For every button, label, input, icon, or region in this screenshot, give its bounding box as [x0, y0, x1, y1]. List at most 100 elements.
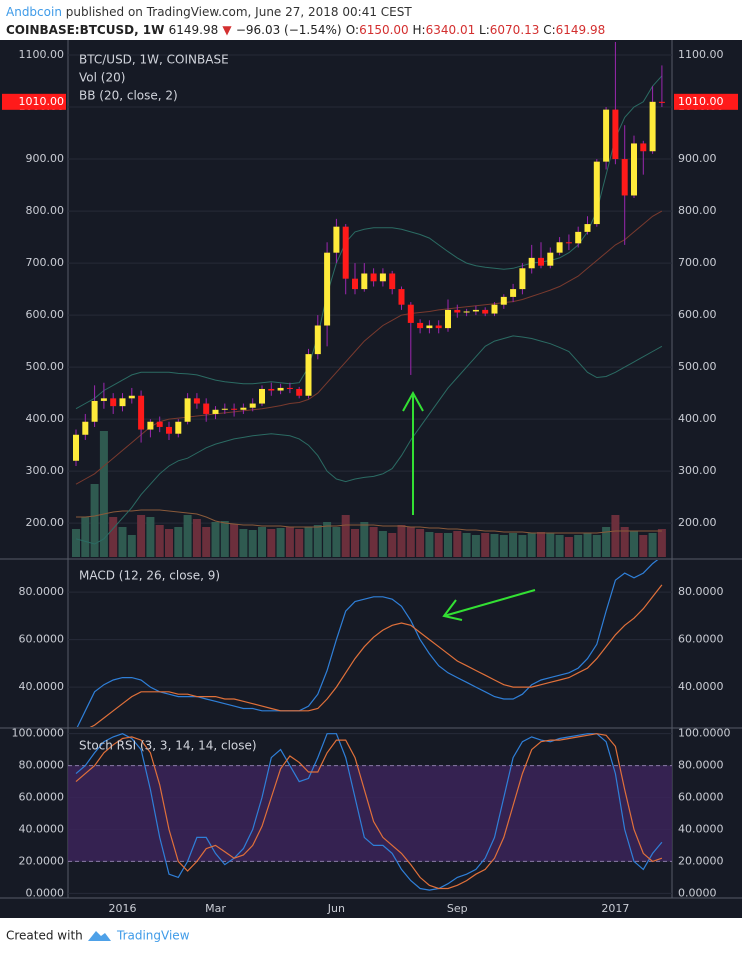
volume-bar — [378, 531, 387, 557]
y-tick-label: 40.0000 — [678, 680, 724, 693]
candle-body — [166, 426, 172, 434]
pane — [68, 560, 672, 727]
volume-bar — [313, 525, 322, 557]
footer-brand[interactable]: TradingView — [116, 929, 190, 943]
candle-body — [286, 387, 293, 389]
volume-bar — [304, 527, 313, 557]
candle-body — [119, 398, 126, 407]
volume-bar — [369, 527, 378, 557]
candle-body — [231, 408, 238, 410]
volume-bar — [574, 535, 583, 557]
price-tag-label: 1010.00 — [678, 95, 724, 108]
x-tick-label: 2017 — [601, 902, 629, 915]
bb-upper — [75, 75, 663, 410]
y-tick-label: 80.0000 — [678, 759, 724, 772]
arrow — [443, 589, 536, 617]
candle-body — [640, 143, 647, 152]
candle-body — [138, 395, 145, 430]
candle-body — [268, 388, 275, 391]
candle-body — [249, 403, 256, 408]
volume-bar — [90, 484, 99, 557]
candle-body — [305, 354, 312, 396]
y-tick-label: 40.0000 — [19, 680, 65, 693]
change-arrow: ▼ — [222, 23, 232, 37]
volume-bar — [434, 533, 443, 557]
author[interactable]: Andbcoin — [6, 5, 62, 19]
y-tick-label: 1100.00 — [19, 48, 65, 61]
volume-bar — [406, 527, 415, 557]
price-tag — [674, 93, 738, 110]
candle-body — [547, 252, 554, 266]
candle-body — [612, 109, 619, 160]
volume-bar — [444, 533, 452, 557]
y-tick-label: 200.00 — [678, 516, 717, 529]
volume-bar — [276, 528, 285, 557]
volume-bar — [72, 529, 80, 557]
y-tick-label: 900.00 — [26, 152, 65, 165]
symbol: COINBASE:BTCUSD, 1W — [6, 23, 164, 37]
volume-bar — [332, 527, 341, 557]
y-tick-label: 60.0000 — [19, 791, 65, 804]
x-tick-label: 2016 — [109, 902, 137, 915]
volume-bar — [267, 529, 276, 557]
series-line — [89, 584, 663, 727]
y-tick-label: 300.00 — [678, 464, 717, 477]
volume-bar — [462, 533, 471, 557]
volume-bar — [425, 532, 434, 557]
y-tick-label: 0.0000 — [26, 886, 65, 899]
symbol-line: COINBASE:BTCUSD, 1W 6149.98 ▼ −96.03 (−1… — [6, 23, 605, 37]
candle-body — [472, 309, 479, 312]
y-tick-label: 0.0000 — [678, 886, 717, 899]
y-tick-label: 200.00 — [26, 516, 65, 529]
y-tick-label: 700.00 — [26, 256, 65, 269]
candle-body — [193, 398, 200, 404]
bb-lower — [75, 335, 663, 545]
y-tick-label: 60.0000 — [678, 633, 724, 646]
candle-body — [240, 407, 247, 410]
candle-body — [417, 322, 424, 329]
footer-created: Created with — [6, 929, 83, 943]
volume-bar — [555, 535, 564, 557]
pane-title: BTC/USD, 1W, COINBASE — [79, 53, 229, 67]
ohlc: O:6150.00 H:6340.01 L:6070.13 C:6149.98 — [346, 23, 606, 37]
candle-body — [621, 159, 628, 196]
volume-bar — [239, 529, 248, 557]
y-tick-label: 400.00 — [26, 412, 65, 425]
candle-body — [128, 395, 135, 399]
series-line — [75, 733, 663, 890]
volume-bar — [99, 431, 108, 557]
header-line: Andbcoin published on TradingView.com, J… — [6, 5, 412, 19]
candle-body — [584, 224, 591, 232]
candle-body — [556, 242, 563, 253]
volume-bar — [388, 533, 397, 557]
candle-body — [352, 278, 358, 290]
volume-bar — [471, 535, 480, 557]
candle-body — [631, 143, 637, 196]
candle-body — [538, 257, 544, 266]
volume-bar — [285, 527, 294, 557]
volume-bar — [481, 533, 490, 557]
ohlc-label: C: — [543, 23, 555, 37]
y-tick-label: 300.00 — [26, 464, 65, 477]
candle-body — [296, 388, 303, 396]
volume-bar — [490, 534, 499, 557]
candle-body — [426, 325, 433, 329]
volume-bar — [146, 517, 155, 557]
candle-body — [277, 387, 284, 391]
candle-body — [575, 231, 582, 244]
volume-bar — [351, 529, 359, 557]
volume-bar — [118, 527, 127, 557]
candle-body — [463, 311, 470, 313]
y-tick-label: 800.00 — [26, 204, 65, 217]
volume-bar — [211, 522, 220, 557]
ohlc-label: O: — [346, 23, 359, 37]
volume-bar — [202, 527, 211, 557]
candle-body — [82, 421, 89, 435]
volume-bar — [592, 535, 601, 557]
volume-bar — [220, 521, 229, 557]
y-tick-label: 40.0000 — [19, 822, 65, 835]
ohlc-label: H: — [413, 23, 426, 37]
candle-body — [454, 309, 461, 313]
x-tick-label: Sep — [447, 902, 468, 915]
